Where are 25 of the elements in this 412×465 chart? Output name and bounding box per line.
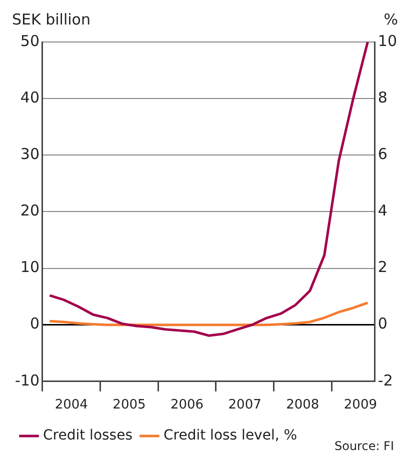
y-tick-label: 30 [20,145,40,164]
y2-tick-label: 0 [378,314,388,333]
x-tick-label: 2008 [286,398,320,413]
y2-tick-label: 4 [378,202,388,220]
y2-tick-label: 2 [378,258,388,276]
legend-label: Credit loss level, % [164,428,298,444]
x-tick-label: 2006 [170,398,204,413]
y-tick-label: 20 [20,202,40,220]
y2-tick-label: 6 [378,145,388,164]
y-tick-label: -10 [15,371,40,390]
legend-label: Credit losses [43,428,133,444]
x-tick-label: 2007 [228,398,262,413]
y2-tick-label: -2 [378,371,393,390]
y2-tick-label: 10 [378,32,398,50]
y2-tick-label: 8 [378,88,388,106]
y-tick-label: 10 [20,258,40,276]
y-tick-label: 0 [30,314,40,333]
x-tick-label: 2009 [344,398,378,413]
source-note: Source: FI [334,439,394,454]
y2-axis-title: % [384,10,398,28]
y-tick-label: 50 [20,32,40,50]
x-tick-label: 2005 [112,398,146,413]
x-tick-label: 2004 [54,398,88,413]
y-tick-label: 40 [20,88,40,106]
y-axis-title: SEK billion [12,10,90,28]
